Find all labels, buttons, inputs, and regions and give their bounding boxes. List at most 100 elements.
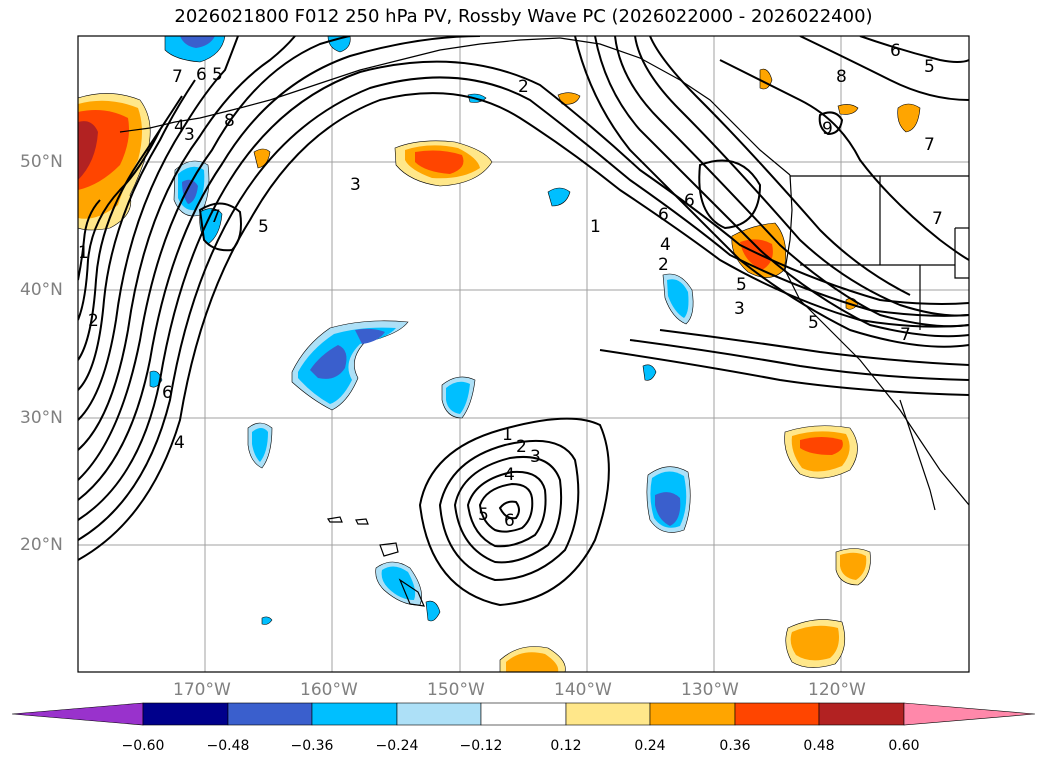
contour-jet-south-3 — [659, 329, 969, 366]
contour-label: 2 — [658, 255, 669, 275]
anomaly-nepac-negative-inner — [667, 279, 689, 318]
contour-jet-6 — [78, 36, 296, 451]
colorbar-bin — [142, 702, 229, 726]
lat-label-20n: 20°N — [20, 535, 63, 555]
contour-labels: 7 6 5 4 3 8 3 5 7 2 1 6 4 2 6 5 3 5 7 8 … — [78, 41, 943, 531]
contour-label: 2 — [88, 311, 99, 331]
colorbar-tick: −0.36 — [290, 738, 334, 754]
lon-label-160w: 160°W — [300, 680, 358, 700]
contour-jet-1 — [78, 92, 969, 561]
contour-ridge-2 — [594, 36, 969, 338]
contour-label: 2 — [516, 437, 527, 457]
contour-low-4 — [466, 470, 547, 548]
colorbar — [11, 702, 1036, 726]
contour-label: 7 — [924, 135, 935, 155]
contour-low-2 — [438, 439, 580, 582]
contour-label: 6 — [162, 383, 173, 403]
colorbar-tick: 0.24 — [634, 738, 666, 754]
contour-east-2 — [799, 36, 969, 101]
border-states-5 — [954, 228, 969, 279]
contour-low-6 — [498, 500, 520, 520]
colorbar-bin — [734, 702, 820, 726]
anomaly-south-positive-inner — [506, 652, 559, 672]
contour-label: 7 — [210, 207, 221, 227]
contour-label: 3 — [350, 175, 361, 195]
colorbar-tick: 0.48 — [803, 738, 835, 754]
contour-jet-7 — [78, 36, 239, 421]
lat-label-30n: 30°N — [20, 408, 63, 428]
lon-label-140w: 140°W — [554, 680, 612, 700]
lat-label-50n: 50°N — [20, 152, 63, 172]
anomaly-oregon-positive-core — [740, 239, 773, 270]
contour-ridge-5 — [649, 36, 911, 296]
contour-jet-5 — [78, 36, 351, 481]
contour-label: 4 — [504, 465, 515, 485]
contour-label: 8 — [836, 67, 847, 87]
contour-low-5 — [478, 482, 534, 533]
anomaly-nw-positive-max — [78, 121, 98, 180]
colorbar-tick: −0.60 — [121, 738, 165, 754]
contour-label: 4 — [174, 433, 185, 453]
contour-label: 3 — [530, 447, 541, 467]
positive-anomalies — [78, 68, 921, 672]
colorbar-bin — [818, 702, 905, 726]
contour-label: 1 — [78, 243, 89, 263]
anomaly-aleutian-negative-core — [182, 179, 198, 204]
hawaii-4 — [398, 578, 425, 607]
contour-label: 8 — [224, 111, 235, 131]
contour-jet-south-2 — [629, 339, 969, 381]
anomaly-central-negative-inner — [298, 327, 396, 404]
anomaly-small-negative-b — [547, 187, 571, 207]
anomaly-west-negative-inner — [252, 428, 268, 462]
contour-label: 6 — [684, 191, 695, 211]
contour-label: 4 — [660, 235, 671, 255]
hawaii-3 — [379, 542, 399, 557]
coast-bc-wa-or — [784, 174, 969, 506]
coast-alaska — [119, 37, 561, 133]
anomaly-se-positive-2-inner — [790, 625, 839, 661]
contour-east-1 — [719, 59, 969, 261]
anomaly-gulf-positive-core — [415, 150, 464, 174]
contour-label: 6 — [504, 511, 515, 531]
anomaly-top-negative-core — [180, 36, 215, 48]
anomaly-central-negative-core2 — [355, 328, 385, 344]
contour-west-4 — [78, 199, 101, 281]
anomaly-small-positive-e — [837, 104, 859, 115]
contour-jet-2 — [78, 76, 969, 541]
anomaly-top-negative — [164, 36, 226, 63]
contour-label: 3 — [734, 299, 745, 319]
colorbar-bin — [480, 702, 567, 726]
colorbar-bin — [396, 702, 482, 726]
lon-label-130w: 130°W — [681, 680, 739, 700]
contour-closed-9 — [818, 111, 844, 136]
colorbar-tick: 0.60 — [888, 738, 920, 754]
map-border — [77, 35, 970, 673]
contour-label: 7 — [172, 67, 183, 87]
anomaly-small-negative-f — [261, 616, 273, 625]
anomaly-small-positive-b — [557, 92, 581, 105]
anomaly-east-negative-core — [655, 492, 681, 526]
contour-ridge-1 — [574, 36, 969, 348]
contour-label: 5 — [736, 275, 747, 295]
lon-label-150w: 150°W — [427, 680, 485, 700]
colorbar-tick: −0.48 — [206, 738, 250, 754]
colorbar-bin — [649, 702, 736, 726]
contour-label: 7 — [900, 325, 911, 345]
anomaly-hawaii-negative-inner — [381, 566, 416, 600]
contour-west-1 — [78, 79, 196, 391]
contour-label: 6 — [890, 41, 901, 61]
pv-contours — [78, 36, 969, 607]
contour-label: 4 — [174, 117, 185, 137]
contour-label: 9 — [822, 119, 833, 139]
contour-jet-3 — [78, 60, 969, 521]
contour-label: 3 — [184, 125, 195, 145]
contour-label: 1 — [502, 425, 513, 445]
colorbar-extend-low — [11, 702, 144, 726]
contour-label: 5 — [924, 57, 935, 77]
lon-label-170w: 170°W — [173, 680, 231, 700]
colorbar-tick: 0.12 — [550, 738, 582, 754]
coast-alaska-panhandle — [559, 37, 791, 176]
contour-label: 6 — [196, 65, 207, 85]
contour-label: 5 — [808, 313, 819, 333]
